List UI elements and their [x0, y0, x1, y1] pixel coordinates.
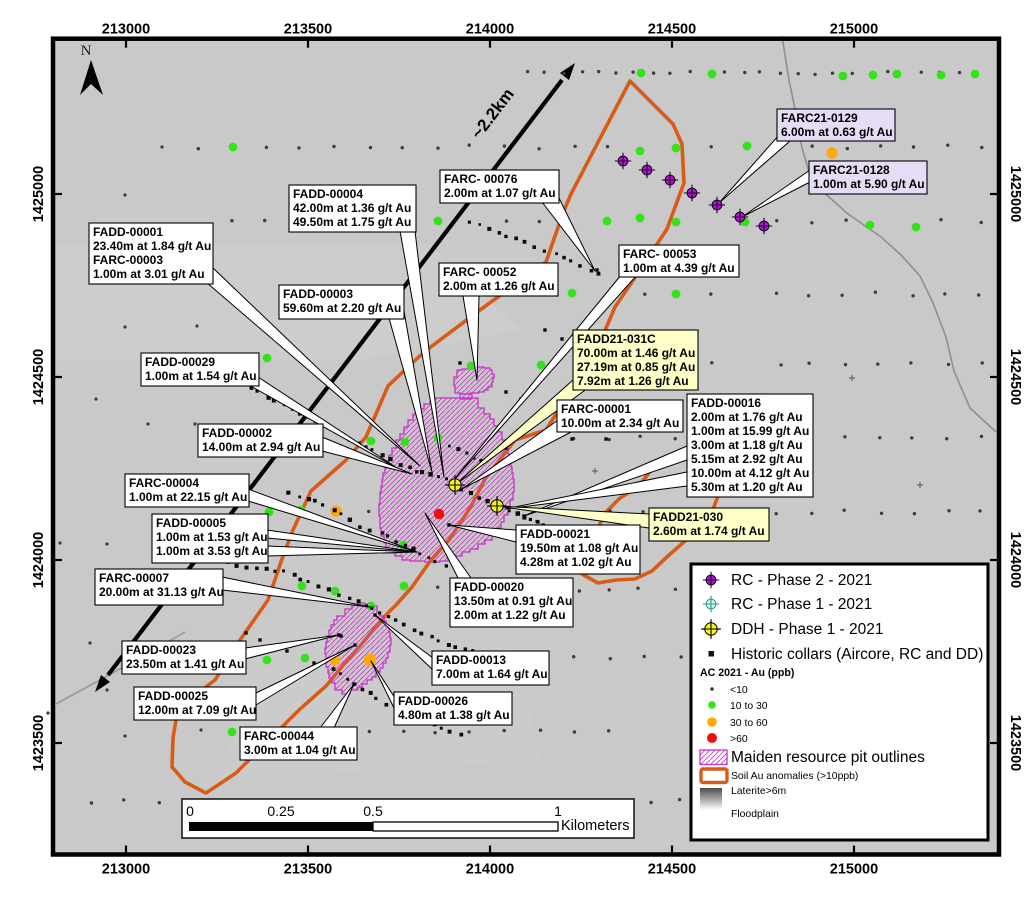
svg-text:1425000: 1425000: [31, 166, 47, 222]
svg-text:N: N: [81, 43, 92, 59]
svg-text:1424500: 1424500: [31, 349, 47, 405]
svg-text:RC - Phase 2 - 2021: RC - Phase 2 - 2021: [731, 572, 872, 589]
svg-text:FADD-00021: FADD-00021: [520, 527, 590, 541]
svg-text:13.50m at 0.91 g/t Au: 13.50m at 0.91 g/t Au: [454, 594, 572, 608]
svg-text:FADD-00025: FADD-00025: [138, 689, 208, 703]
svg-text:FARC21-0129: FARC21-0129: [781, 111, 858, 125]
svg-text:1.00m at 3.01 g/t Au: 1.00m at 3.01 g/t Au: [93, 267, 205, 281]
svg-text:FARC- 00053: FARC- 00053: [623, 247, 697, 261]
svg-text:0.5: 0.5: [363, 803, 383, 819]
svg-text:FADD-00013: FADD-00013: [436, 653, 506, 667]
svg-text:FARC- 00052: FARC- 00052: [443, 265, 517, 279]
svg-text:1423500: 1423500: [1007, 715, 1023, 771]
svg-text:FADD-00001: FADD-00001: [93, 225, 163, 239]
svg-text:5.15m at 2.92 g/t Au: 5.15m at 2.92 g/t Au: [691, 452, 803, 466]
svg-text:Soil Au anomalies (>10ppb): Soil Au anomalies (>10ppb): [731, 771, 858, 782]
svg-text:214500: 214500: [648, 22, 696, 38]
svg-text:214000: 214000: [466, 862, 514, 878]
svg-text:27.19m at 0.85 g/t Au: 27.19m at 0.85 g/t Au: [577, 360, 695, 374]
svg-text:1424000: 1424000: [31, 532, 47, 588]
svg-text:2.60m at 1.74 g/t Au: 2.60m at 1.74 g/t Au: [653, 524, 765, 538]
svg-text:10.00m at 4.12 g/t Au: 10.00m at 4.12 g/t Au: [691, 466, 809, 480]
svg-text:1: 1: [554, 803, 562, 819]
svg-text:FARC-00044: FARC-00044: [244, 729, 314, 743]
svg-text:213000: 213000: [102, 22, 150, 38]
svg-text:6.00m at 0.63 g/t Au: 6.00m at 0.63 g/t Au: [781, 125, 893, 139]
svg-text:10.00m at 2.34 g/t Au: 10.00m at 2.34 g/t Au: [561, 416, 679, 430]
svg-text:7.92m at 1.26 g/t Au: 7.92m at 1.26 g/t Au: [577, 374, 689, 388]
svg-text:215000: 215000: [830, 22, 878, 38]
svg-text:3.00m at 1.04 g/t Au: 3.00m at 1.04 g/t Au: [244, 743, 356, 757]
svg-text:14.00m at 2.94 g/t Au: 14.00m at 2.94 g/t Au: [202, 440, 320, 454]
svg-text:FARC-00007: FARC-00007: [99, 571, 169, 585]
svg-text:59.60m at 2.20 g/t Au: 59.60m at 2.20 g/t Au: [283, 301, 401, 315]
svg-text:FARC-00004: FARC-00004: [129, 476, 199, 490]
svg-text:1.00m at 5.90 g/t Au: 1.00m at 5.90 g/t Au: [813, 177, 925, 191]
svg-text:Floodplain: Floodplain: [731, 809, 779, 820]
svg-text:FADD-00029: FADD-00029: [145, 355, 215, 369]
svg-text:FARC-00003: FARC-00003: [93, 253, 163, 267]
svg-text:FADD-00026: FADD-00026: [398, 694, 468, 708]
svg-text:Historic collars (Aircore, RC: Historic collars (Aircore, RC and DD): [731, 646, 983, 663]
svg-text:0: 0: [186, 803, 194, 819]
svg-text:2.00m at 1.22 g/t Au: 2.00m at 1.22 g/t Au: [454, 608, 566, 622]
svg-text:213000: 213000: [102, 862, 150, 878]
svg-text:FADD-00002: FADD-00002: [202, 426, 272, 440]
svg-text:4.80m at 1.38 g/t Au: 4.80m at 1.38 g/t Au: [398, 708, 510, 722]
svg-text:Kilometers: Kilometers: [561, 818, 630, 834]
svg-text:Laterite>6m: Laterite>6m: [731, 786, 786, 797]
svg-text:FADD-00005: FADD-00005: [156, 516, 226, 530]
svg-text:FADD-00016: FADD-00016: [691, 396, 761, 410]
svg-text:4.28m at 1.02 g/t Au: 4.28m at 1.02 g/t Au: [520, 555, 632, 569]
svg-text:FADD-00003: FADD-00003: [283, 287, 353, 301]
svg-text:1.00m at 22.15 g/t Au: 1.00m at 22.15 g/t Au: [129, 490, 247, 504]
svg-text:30 to 60: 30 to 60: [730, 718, 768, 729]
svg-text:DDH - Phase 1 - 2021: DDH - Phase 1 - 2021: [731, 621, 884, 638]
svg-text:23.40m at 1.84 g/t Au: 23.40m at 1.84 g/t Au: [93, 239, 211, 253]
svg-text:0.25: 0.25: [267, 803, 294, 819]
svg-text:FADD21-030: FADD21-030: [653, 510, 723, 524]
svg-text:213500: 213500: [284, 22, 332, 38]
svg-text:7.00m at 1.64 g/t Au: 7.00m at 1.64 g/t Au: [436, 667, 548, 681]
svg-text:23.50m at 1.41 g/t Au: 23.50m at 1.41 g/t Au: [126, 657, 244, 671]
svg-text:1.00m at 4.39 g/t Au: 1.00m at 4.39 g/t Au: [623, 261, 735, 275]
svg-text:>60: >60: [730, 734, 748, 745]
svg-text:1423500: 1423500: [31, 715, 47, 771]
svg-text:FARC21-0128: FARC21-0128: [813, 163, 890, 177]
svg-text:FARC-00001: FARC-00001: [561, 402, 631, 416]
svg-text:1.00m at 15.99 g/t Au: 1.00m at 15.99 g/t Au: [691, 424, 809, 438]
svg-text:2.00m at 1.07 g/t Au: 2.00m at 1.07 g/t Au: [444, 186, 556, 200]
svg-text:<10: <10: [730, 685, 748, 696]
svg-text:2.00m at 1.76 g/t Au: 2.00m at 1.76 g/t Au: [691, 410, 803, 424]
svg-text:1.00m at 3.53 g/t Au: 1.00m at 3.53 g/t Au: [156, 544, 268, 558]
svg-text:Maiden resource pit outlines: Maiden resource pit outlines: [731, 749, 925, 766]
svg-text:RC - Phase 1 - 2021: RC - Phase 1 - 2021: [731, 596, 872, 613]
svg-text:10 to 30: 10 to 30: [730, 701, 768, 712]
svg-text:19.50m at 1.08 g/t Au: 19.50m at 1.08 g/t Au: [520, 541, 638, 555]
svg-text:5.30m at 1.20 g/t Au: 5.30m at 1.20 g/t Au: [691, 480, 803, 494]
svg-text:1.00m at 1.54 g/t Au: 1.00m at 1.54 g/t Au: [145, 369, 257, 383]
svg-text:FADD-00004: FADD-00004: [293, 187, 363, 201]
svg-text:FADD-00023: FADD-00023: [126, 643, 196, 657]
svg-text:1424500: 1424500: [1007, 349, 1023, 405]
svg-text:3.00m at 1.18 g/t Au: 3.00m at 1.18 g/t Au: [691, 438, 803, 452]
svg-text:20.00m at 31.13 g/t Au: 20.00m at 31.13 g/t Au: [99, 585, 224, 599]
svg-text:FADD21-031C: FADD21-031C: [577, 332, 656, 346]
svg-text:1425000: 1425000: [1007, 166, 1023, 222]
svg-text:49.50m at 1.75 g/t Au: 49.50m at 1.75 g/t Au: [293, 215, 411, 229]
svg-text:214000: 214000: [466, 22, 514, 38]
svg-text:215000: 215000: [830, 862, 878, 878]
svg-text:70.00m at 1.46 g/t Au: 70.00m at 1.46 g/t Au: [577, 346, 695, 360]
svg-text:2.00m at 1.26 g/t Au: 2.00m at 1.26 g/t Au: [443, 279, 555, 293]
svg-text:214500: 214500: [648, 862, 696, 878]
svg-text:1424000: 1424000: [1007, 532, 1023, 588]
svg-text:AC 2021 - Au (ppb): AC 2021 - Au (ppb): [700, 667, 794, 679]
svg-text:42.00m at 1.36 g/t Au: 42.00m at 1.36 g/t Au: [293, 201, 411, 215]
svg-text:213500: 213500: [284, 862, 332, 878]
svg-text:12.00m at 7.09 g/t Au: 12.00m at 7.09 g/t Au: [138, 703, 256, 717]
svg-text:1.00m at 1.53 g/t Au: 1.00m at 1.53 g/t Au: [156, 530, 268, 544]
svg-text:FADD-00020: FADD-00020: [454, 580, 524, 594]
svg-text:FARC- 00076: FARC- 00076: [444, 172, 518, 186]
